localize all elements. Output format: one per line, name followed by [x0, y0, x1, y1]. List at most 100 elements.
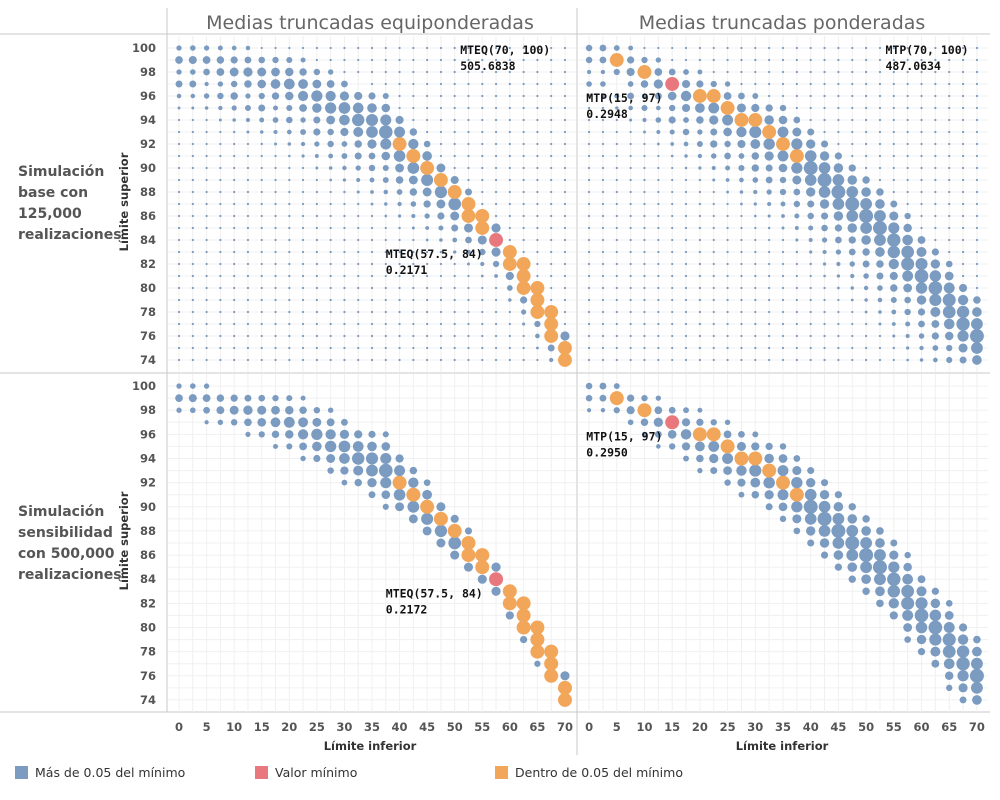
- data-point: [191, 214, 194, 218]
- data-point: [508, 214, 511, 218]
- data-point: [366, 126, 378, 138]
- data-point: [177, 106, 181, 110]
- data-point: [271, 67, 280, 77]
- data-point: [818, 186, 831, 198]
- row-label-line: base con: [18, 185, 88, 201]
- data-point: [516, 257, 531, 271]
- data-point: [795, 274, 798, 278]
- data-point: [847, 562, 858, 572]
- data-point: [370, 358, 374, 362]
- data-point: [530, 644, 545, 659]
- data-point: [447, 523, 462, 538]
- data-point: [550, 82, 553, 86]
- data-point: [260, 274, 263, 278]
- data-point: [176, 93, 182, 99]
- data-point: [944, 331, 954, 341]
- data-point: [669, 104, 676, 112]
- data-point: [832, 512, 845, 525]
- data-point: [544, 329, 559, 343]
- data-point: [550, 142, 553, 146]
- data-point: [587, 226, 591, 230]
- data-point: [890, 200, 898, 208]
- data-point: [809, 250, 813, 254]
- data-point: [536, 190, 539, 194]
- data-point: [876, 188, 884, 196]
- data-point: [550, 226, 553, 230]
- data-point: [353, 465, 364, 476]
- data-point: [793, 455, 801, 462]
- data-point: [587, 346, 591, 350]
- data-point: [467, 58, 470, 62]
- data-point: [615, 190, 618, 194]
- data-point: [205, 298, 208, 302]
- data-point: [395, 163, 404, 173]
- data-point: [329, 202, 332, 206]
- data-point: [864, 322, 868, 326]
- data-point: [219, 202, 222, 206]
- data-point: [932, 345, 939, 351]
- data-point: [819, 199, 830, 209]
- data-point: [823, 82, 826, 86]
- data-point: [972, 646, 982, 657]
- data-point: [560, 331, 570, 341]
- data-point: [970, 657, 983, 670]
- data-point: [329, 226, 332, 230]
- data-point: [536, 358, 539, 362]
- data-point: [878, 118, 882, 122]
- data-point: [754, 214, 757, 218]
- annotation-line: MTEQ(57.5, 84): [386, 586, 483, 600]
- data-point: [934, 46, 937, 50]
- data-point: [257, 417, 267, 427]
- data-point: [753, 189, 758, 195]
- data-point: [972, 307, 982, 317]
- data-point: [809, 262, 812, 266]
- data-point: [219, 154, 222, 158]
- data-point: [230, 92, 238, 100]
- data-point: [274, 214, 277, 218]
- data-point: [850, 273, 855, 279]
- data-point: [315, 202, 318, 206]
- data-point: [781, 250, 785, 254]
- data-point: [408, 514, 418, 524]
- data-point: [205, 310, 208, 314]
- data-point: [903, 223, 912, 233]
- data-point: [439, 298, 443, 302]
- data-point: [726, 310, 729, 314]
- data-point: [887, 245, 901, 259]
- data-point: [795, 106, 798, 110]
- data-point: [890, 284, 898, 292]
- data-point: [779, 515, 787, 523]
- data-point: [382, 431, 389, 438]
- data-point: [370, 46, 374, 50]
- data-point: [357, 346, 360, 350]
- data-point: [851, 358, 854, 362]
- data-point: [343, 58, 346, 62]
- data-point: [384, 238, 387, 242]
- data-point: [327, 69, 334, 75]
- data-point: [931, 320, 940, 328]
- data-point: [587, 298, 591, 302]
- data-point: [740, 310, 743, 314]
- data-point: [892, 346, 896, 350]
- data-point: [671, 358, 674, 362]
- data-point: [629, 154, 632, 158]
- data-point: [535, 346, 539, 350]
- data-point: [929, 293, 942, 307]
- data-point: [931, 659, 940, 668]
- data-point: [681, 103, 691, 113]
- data-point: [613, 45, 620, 51]
- data-point: [205, 154, 208, 158]
- data-point: [725, 178, 730, 182]
- data-point: [481, 154, 484, 158]
- data-point: [975, 142, 979, 146]
- data-point: [657, 334, 660, 338]
- data-point: [818, 525, 831, 537]
- data-point: [736, 441, 746, 451]
- data-point: [217, 81, 224, 87]
- data-point: [176, 407, 182, 413]
- data-point: [343, 190, 346, 194]
- data-point: [836, 274, 841, 278]
- data-point: [203, 406, 210, 414]
- data-point: [398, 334, 401, 338]
- data-point: [481, 322, 484, 326]
